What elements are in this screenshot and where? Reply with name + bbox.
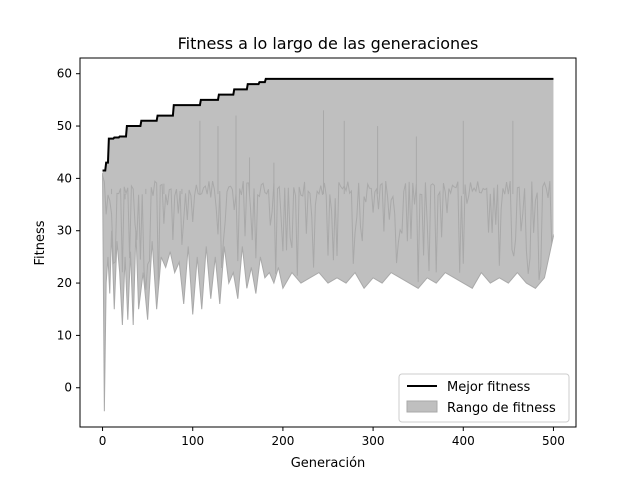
y-axis-label: Fitness xyxy=(33,220,48,265)
y-tick-label: 50 xyxy=(57,119,72,133)
x-tick-label: 500 xyxy=(542,434,565,448)
legend: Mejor fitness Rango de fitness xyxy=(398,373,570,423)
y-axis-ticks: 0 10 20 30 40 50 60 xyxy=(57,67,80,395)
x-tick-label: 400 xyxy=(452,434,475,448)
y-tick-label: 40 xyxy=(57,171,72,185)
x-tick-label: 200 xyxy=(271,434,294,448)
x-tick-label: 100 xyxy=(181,434,204,448)
legend-box xyxy=(398,373,570,423)
fitness-range-lower-edge xyxy=(102,173,554,412)
best-fitness-line xyxy=(102,77,554,172)
y-tick-label: 20 xyxy=(57,276,72,290)
x-axis-label: Generación xyxy=(291,456,366,471)
legend-swatch-range xyxy=(406,400,438,413)
y-tick-label: 0 xyxy=(64,381,72,395)
legend-label-range: Rango de fitness xyxy=(447,401,556,416)
axes-frame xyxy=(79,57,577,428)
legend-label-best: Mejor fitness xyxy=(447,380,531,395)
x-tick-label: 0 xyxy=(99,434,107,448)
plot-area xyxy=(102,77,554,412)
y-tick-label: 60 xyxy=(57,67,72,81)
y-tick-label: 10 xyxy=(57,328,72,342)
chart-title: Fitness a lo largo de las generaciones xyxy=(178,34,479,53)
y-tick-label: 30 xyxy=(57,224,72,238)
fitness-range-texture xyxy=(102,175,554,290)
x-axis-ticks: 0 100 200 300 400 500 xyxy=(99,427,565,448)
x-tick-label: 300 xyxy=(362,434,385,448)
